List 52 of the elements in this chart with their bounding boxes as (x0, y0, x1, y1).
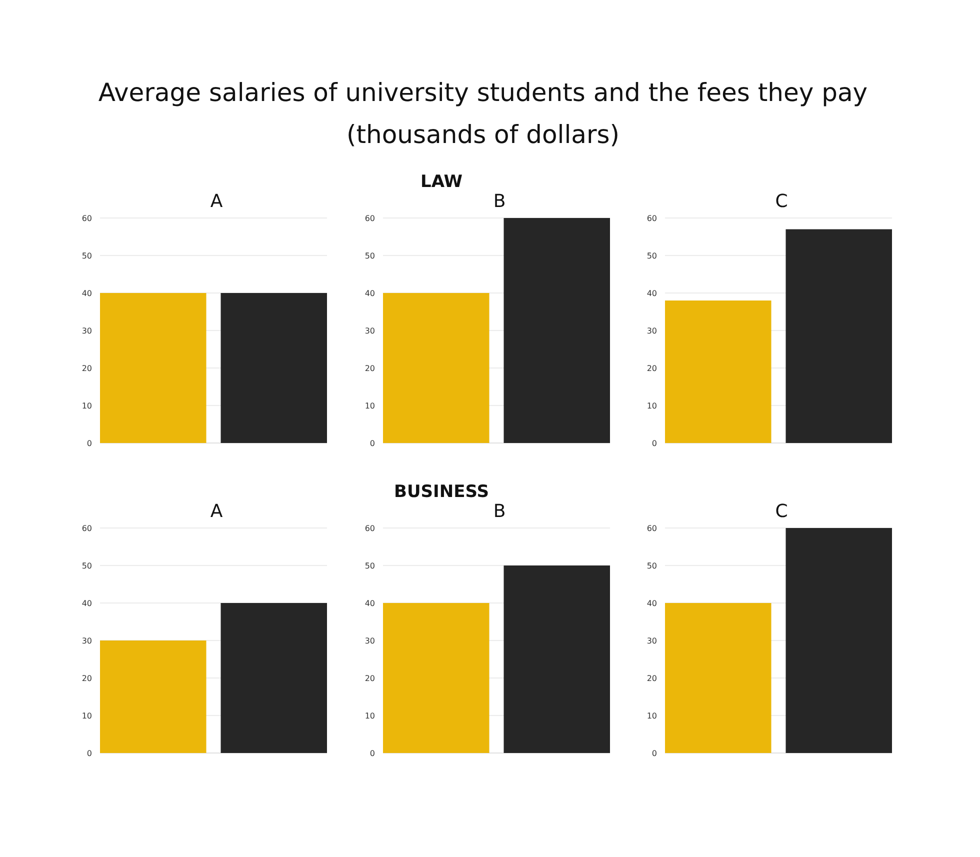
chart-title: C (775, 191, 788, 212)
y-tick-label: 0 (86, 438, 92, 448)
y-tick-label: 20 (646, 674, 657, 683)
text: LAW (420, 172, 463, 192)
y-tick-label: 0 (86, 748, 92, 758)
chart-title: B (493, 191, 506, 212)
y-tick-label: 60 (82, 214, 92, 223)
y-tick-label: 50 (646, 251, 657, 260)
y-tick-label: 50 (82, 561, 92, 570)
y-tick-label: 30 (646, 636, 657, 646)
chart-title: A (210, 191, 224, 212)
y-tick-label: 0 (652, 438, 657, 448)
y-tick-label: 40 (364, 288, 375, 298)
y-tick-label: 10 (364, 711, 375, 720)
y-tick-label: 20 (364, 674, 375, 683)
y-tick-label: 60 (646, 214, 657, 223)
y-tick-label: 0 (652, 748, 657, 758)
text: (thousands of dollars) (346, 120, 620, 149)
y-tick-label: 30 (82, 636, 92, 646)
y-tick-label: 30 (364, 636, 375, 646)
chart-title: C (775, 501, 788, 522)
text: BUSINESS (394, 482, 489, 502)
y-tick-label: 30 (364, 326, 375, 336)
y-tick-label: 40 (646, 288, 657, 298)
y-tick-label: 60 (82, 524, 92, 533)
y-tick-label: 50 (364, 251, 375, 260)
y-tick-label: 0 (370, 748, 375, 758)
y-tick-label: 20 (646, 364, 657, 373)
y-tick-label: 50 (82, 251, 92, 260)
chart-title: A (210, 501, 224, 522)
y-tick-label: 20 (364, 364, 375, 373)
y-tick-label: 30 (646, 326, 657, 336)
y-tick-label: 10 (646, 711, 657, 720)
chart-title: B (493, 501, 506, 522)
y-tick-label: 10 (82, 711, 92, 720)
y-tick-label: 30 (82, 326, 92, 336)
y-tick-label: 60 (364, 524, 375, 533)
y-tick-label: 10 (82, 401, 92, 410)
y-tick-label: 50 (646, 561, 657, 570)
y-tick-label: 60 (364, 214, 375, 223)
y-tick-label: 40 (82, 598, 92, 608)
y-tick-label: 10 (364, 401, 375, 410)
y-tick-label: 40 (82, 288, 92, 298)
y-tick-label: 10 (646, 401, 657, 410)
y-tick-label: 20 (82, 674, 92, 683)
y-tick-label: 50 (364, 561, 375, 570)
y-tick-label: 0 (370, 438, 375, 448)
y-tick-label: 60 (646, 524, 657, 533)
y-tick-label: 20 (82, 364, 92, 373)
text: Average salaries of university students and the fees they pay (98, 78, 868, 107)
y-tick-label: 40 (364, 598, 375, 608)
y-tick-label: 40 (646, 598, 657, 608)
